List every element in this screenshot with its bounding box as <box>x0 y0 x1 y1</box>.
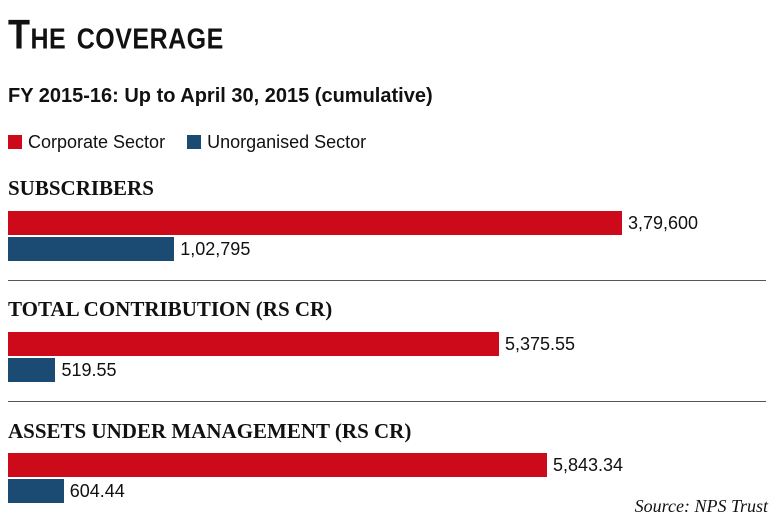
bar-contribution-corporate <box>8 332 499 356</box>
bar-contribution-unorganised <box>8 358 56 382</box>
value-label-aum-corporate: 5,843.34 <box>553 455 624 475</box>
value-label-subscribers-corporate: 3,79,600 <box>628 213 699 233</box>
legend-swatch-corporate <box>8 135 22 149</box>
source-note: Source: NPS Trust <box>634 496 768 516</box>
value-label-aum-unorganised: 604.44 <box>69 481 125 501</box>
legend: Corporate Sector Unorganised Sector <box>8 131 388 153</box>
value-label-subscribers-unorganised: 1,02,795 <box>180 239 251 259</box>
bar-subscribers-unorganised <box>8 237 175 261</box>
divider <box>8 280 766 281</box>
legend-swatch-unorganised <box>187 135 202 149</box>
panel-title-subscribers: SUBSCRIBERS <box>8 176 154 200</box>
bar-aum-unorganised <box>8 479 64 503</box>
chart-subtitle: FY 2015-16: Up to April 30, 2015 (cumula… <box>8 85 433 107</box>
legend-label-corporate: Corporate Sector <box>28 131 166 152</box>
legend-item-unorganised: Unorganised Sector <box>187 132 366 153</box>
legend-item-corporate: Corporate Sector <box>8 132 165 153</box>
panel-title-total-contribution: TOTAL CONTRIBUTION (RS CR) <box>8 297 333 321</box>
bar-subscribers-corporate <box>8 211 622 235</box>
chart-title: The coverage <box>8 10 224 58</box>
value-label-contribution-corporate: 5,375.55 <box>505 334 576 354</box>
legend-label-unorganised: Unorganised Sector <box>207 131 367 152</box>
value-label-contribution-unorganised: 519.55 <box>61 360 117 380</box>
divider <box>8 401 766 402</box>
bar-aum-corporate <box>8 453 547 477</box>
panel-title-assets-under-management: ASSETS UNDER MANAGEMENT (RS CR) <box>8 419 412 443</box>
